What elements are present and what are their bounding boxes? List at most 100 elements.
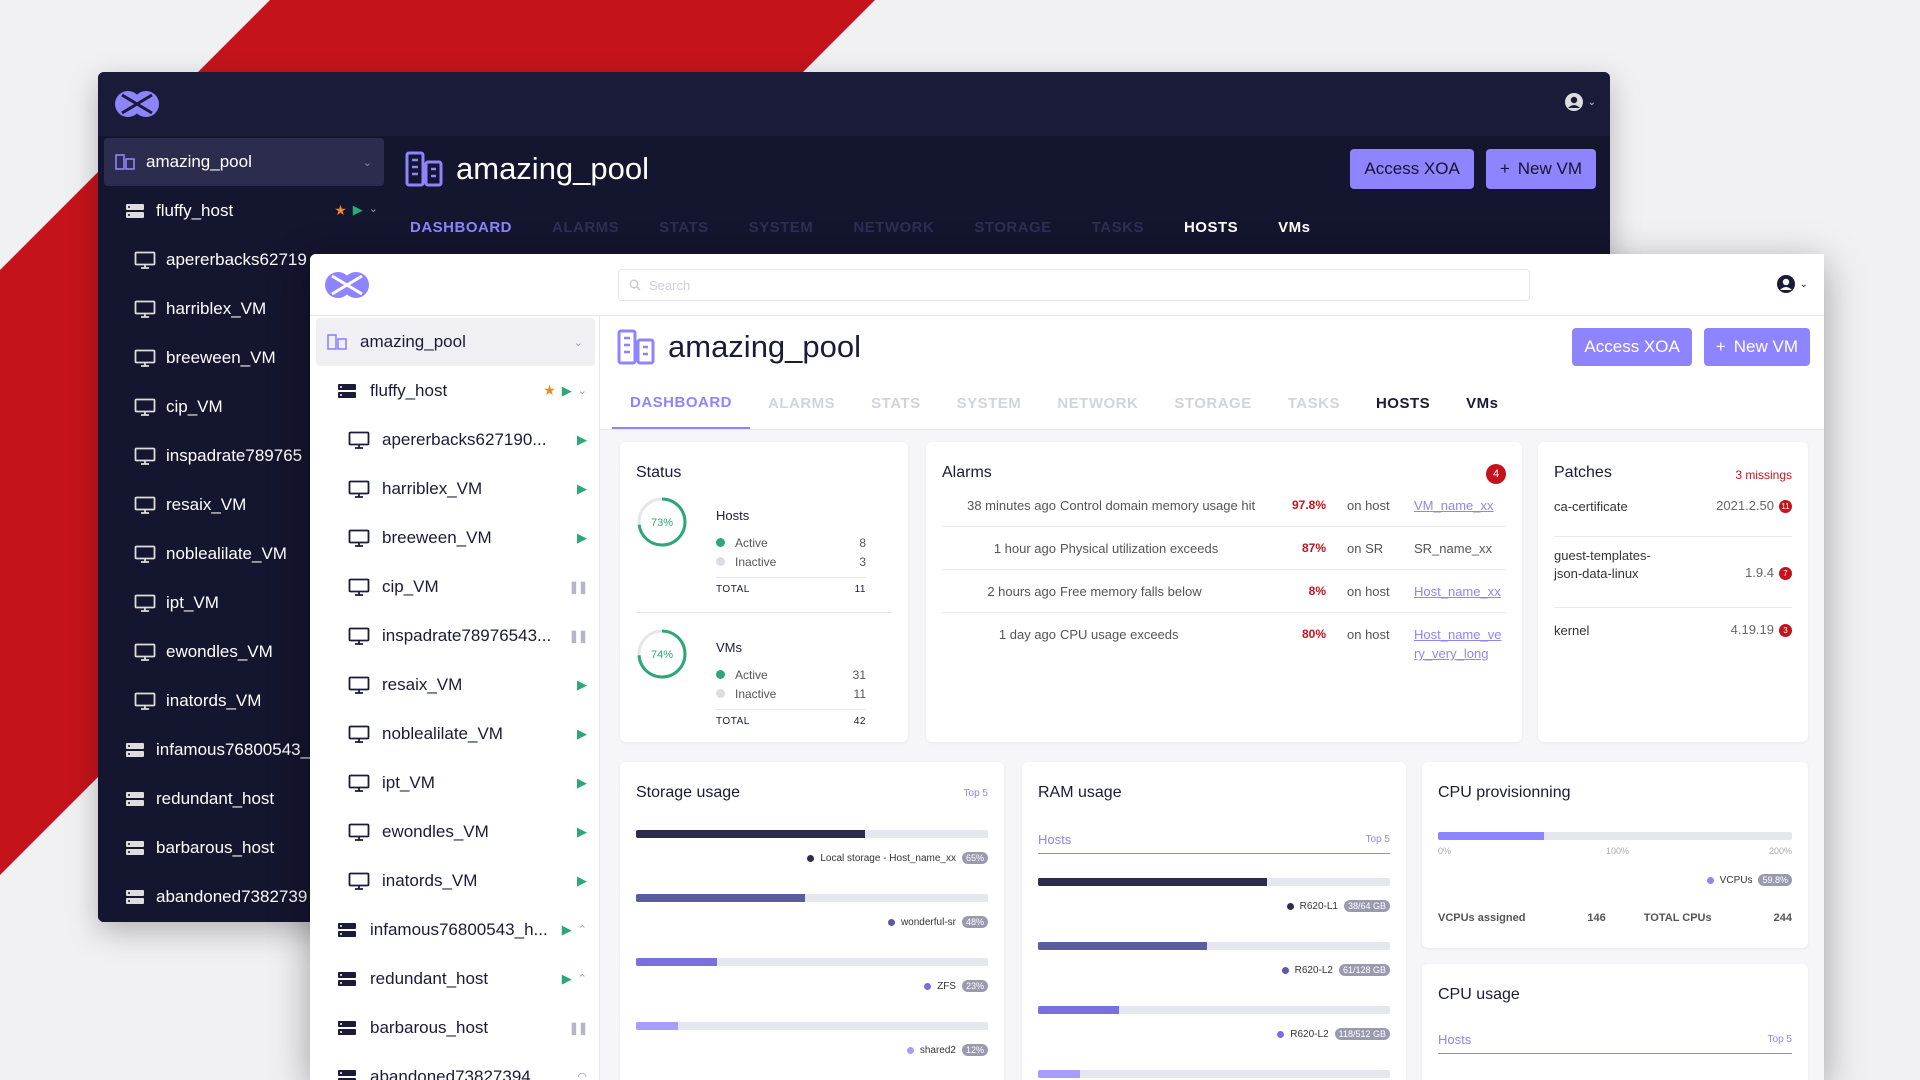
sidebar-item-host[interactable]: fluffy_host ★ ▶ ⌄ xyxy=(98,186,390,235)
tab-system[interactable]: SYSTEM xyxy=(748,218,814,236)
sidebar-item-host[interactable]: barbarous_host ❚❚ xyxy=(310,1003,599,1052)
sidebar-item-pool[interactable]: amazing_pool ⌄ xyxy=(316,318,595,366)
item-state: ❚❚ xyxy=(569,629,588,643)
pause-icon: ❚❚ xyxy=(568,579,588,594)
sidebar-item-vm[interactable]: harriblex_VM ▶ xyxy=(310,464,599,513)
sidebar-item-label: redundant_host xyxy=(156,788,275,808)
sidebar-item-vm[interactable]: resaix_VM xyxy=(98,480,390,529)
usage-bar-label: shared2 12% xyxy=(906,1044,988,1056)
tab-hosts[interactable]: HOSTS xyxy=(1375,395,1431,412)
sidebar-item-vm[interactable]: breeween_VM ▶ xyxy=(310,513,599,562)
patch-row[interactable]: kernel 4.19.19 3 xyxy=(1554,608,1792,658)
inactive-label: Inactive xyxy=(735,686,777,701)
tab-vms[interactable]: VMs xyxy=(1278,218,1311,236)
chevron-down-icon: ⌄ xyxy=(1799,278,1808,290)
sidebar-item-vm[interactable]: inatords_VM xyxy=(98,676,390,725)
sidebar-item-host[interactable]: infamous76800543_h... ▶ ⌃ xyxy=(310,905,599,954)
user-menu[interactable]: ⌄ xyxy=(1776,274,1808,294)
sidebar-item-label: noblealilate_VM xyxy=(166,543,287,563)
sidebar-item-label: resaix_VM xyxy=(382,674,463,694)
user-menu[interactable]: ⌄ xyxy=(1564,92,1596,112)
sidebar-item-vm[interactable]: ipt_VM xyxy=(98,578,390,627)
usage-bar-label: R620-L1 38/64 GB xyxy=(1286,900,1390,912)
inactive-dot-icon xyxy=(716,557,725,566)
item-state: ▶ xyxy=(577,824,587,840)
storage-top5-link[interactable]: Top 5 xyxy=(963,788,988,799)
sidebar-item-vm[interactable]: cip_VM ❚❚ xyxy=(310,562,599,611)
tab-network[interactable]: NETWORK xyxy=(853,218,935,236)
sidebar-item-vm[interactable]: ewondles_VM xyxy=(98,627,390,676)
sidebar-item-host[interactable]: abandoned7382739 xyxy=(98,872,390,921)
sidebar-item-vm[interactable]: apererbacks62719 xyxy=(98,235,390,284)
vms-active: 31 xyxy=(852,667,866,682)
tab-hosts[interactable]: HOSTS xyxy=(1183,218,1239,236)
tab-network[interactable]: NETWORK xyxy=(1057,395,1139,412)
vm-icon xyxy=(348,676,370,694)
new-vm-button[interactable]: + New VM xyxy=(1703,328,1810,366)
sidebar-item-vm[interactable]: resaix_VM ▶ xyxy=(310,660,599,709)
sidebar-item-vm[interactable]: noblealilate_VM ▶ xyxy=(310,709,599,758)
sidebar-item-label: inspadrate78976543... xyxy=(382,625,552,645)
item-state: ▶ ⌃ xyxy=(562,971,587,987)
sidebar-item-host[interactable]: redundant_host ▶ ⌃ xyxy=(310,954,599,1003)
ram-hosts-tab[interactable]: Hosts Top 5 xyxy=(1038,832,1390,854)
tab-storage[interactable]: STORAGE xyxy=(974,218,1052,236)
cpu-top5-link[interactable]: Top 5 xyxy=(1767,1034,1792,1045)
patch-row[interactable]: ca-certificate 2021.2.50 11 xyxy=(1554,484,1792,537)
vm-icon xyxy=(348,872,370,890)
sidebar-item-vm[interactable]: breeween_VM xyxy=(98,333,390,382)
tab-storage[interactable]: STORAGE xyxy=(1174,395,1252,412)
sidebar-item-vm[interactable]: inspadrate78976543... ❚❚ xyxy=(310,611,599,660)
usage-bar-name: R620-L1 xyxy=(1299,900,1338,912)
search-input[interactable]: Search xyxy=(618,269,1530,301)
usage-bar-label: R620-L2 118/512 GB xyxy=(1277,1028,1390,1040)
ram-title: RAM usage xyxy=(1038,784,1122,801)
access-xoa-button[interactable]: Access XOA xyxy=(1350,149,1474,189)
dark-topbar: ⌄ xyxy=(98,72,1610,136)
play-icon: ▶ xyxy=(561,921,572,937)
tick-200: 200% xyxy=(1768,846,1792,856)
new-vm-button[interactable]: + New VM xyxy=(1485,149,1596,189)
patches-card: Patches 3 missings ca-certificate 2021.2.… xyxy=(1538,442,1808,742)
chevron-down-icon: ⌄ xyxy=(1587,96,1596,108)
patch-row[interactable]: guest-templates-json-data-linux 1.9.4 7 xyxy=(1554,537,1792,608)
alarm-target[interactable]: Host_name_ve ry_very_long xyxy=(1414,625,1501,663)
sidebar-item-host[interactable]: barbarous_host xyxy=(98,823,390,872)
alarm-target[interactable]: VM_name_xx xyxy=(1414,496,1493,515)
sidebar-item-vm[interactable]: ewondles_VM ▶ xyxy=(310,807,599,856)
tab-vms[interactable]: VMs xyxy=(1466,395,1499,412)
tab-tasks[interactable]: TASKS xyxy=(1091,218,1144,236)
tab-stats[interactable]: STATS xyxy=(871,395,921,412)
vm-icon xyxy=(348,627,370,645)
sidebar-item-vm[interactable]: apererbacks627190... ▶ xyxy=(310,415,599,464)
access-xoa-button[interactable]: Access XOA xyxy=(1572,328,1692,366)
sidebar-item-vm[interactable]: ipt_VM ▶ xyxy=(310,758,599,807)
sidebar-item-host[interactable]: infamous76800543_ xyxy=(98,725,390,774)
tab-tasks[interactable]: TASKS xyxy=(1287,395,1340,412)
tab-system[interactable]: SYSTEM xyxy=(956,395,1022,412)
tab-dashboard[interactable]: DASHBOARD xyxy=(410,218,512,236)
tab-alarms[interactable]: ALARMS xyxy=(552,218,620,236)
alarm-target[interactable]: Host_name_xx xyxy=(1414,582,1501,601)
sidebar-item-host[interactable]: abandoned73827394_h... ◠ xyxy=(310,1052,599,1080)
sidebar-item-vm[interactable]: inspadrate789765 xyxy=(98,431,390,480)
sidebar-item-vm[interactable]: noblealilate_VM xyxy=(98,529,390,578)
sidebar-item-host[interactable]: redundant_host xyxy=(98,774,390,823)
play-icon: ▶ xyxy=(561,970,572,986)
sidebar-item-vm[interactable]: inatords_VM ▶ xyxy=(310,856,599,905)
main: amazing_pool Access XOA + New VM DASHBOAR… xyxy=(600,316,1824,1080)
tab-alarms[interactable]: ALARMS xyxy=(768,395,836,412)
legend-dot-icon xyxy=(807,854,815,862)
ram-top5-link[interactable]: Top 5 xyxy=(1365,834,1390,845)
sidebar-item-pool[interactable]: amazing_pool ⌄ xyxy=(104,138,384,186)
cpu-hosts-tab[interactable]: Hosts Top 5 xyxy=(1438,1032,1792,1054)
tab-dashboard[interactable]: DASHBOARD xyxy=(612,378,750,429)
usage-bar-fill xyxy=(636,1022,679,1030)
sidebar-item-host[interactable]: fluffy_host ★ ▶ ⌄ xyxy=(310,366,599,415)
sidebar-item-label: harriblex_VM xyxy=(166,298,267,318)
hosts-block: Hosts Active 8 Inactive 3 TOTAL 11 xyxy=(716,508,866,595)
sidebar-item-vm[interactable]: harriblex_VM xyxy=(98,284,390,333)
item-state: ▶ xyxy=(577,481,587,497)
sidebar-item-vm[interactable]: cip_VM xyxy=(98,382,390,431)
tab-stats[interactable]: STATS xyxy=(659,218,709,236)
